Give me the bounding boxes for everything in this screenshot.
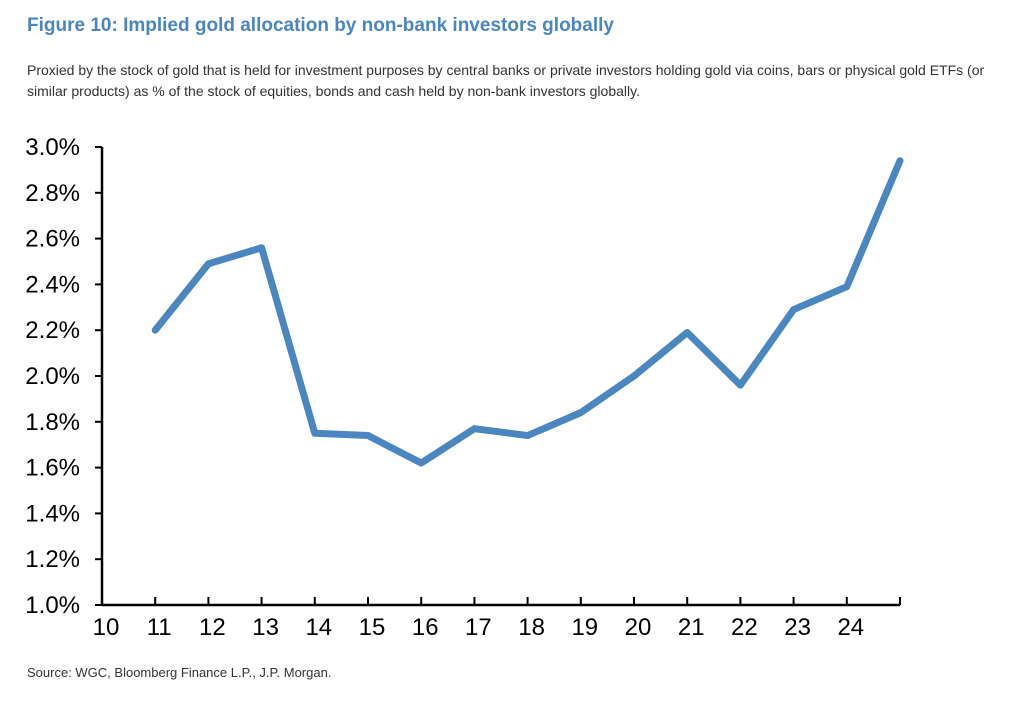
x-tick-label: 16 bbox=[412, 614, 439, 641]
y-tick-label: 1.2% bbox=[25, 546, 80, 573]
x-tick-label: 23 bbox=[784, 614, 811, 641]
x-tick-label: 22 bbox=[731, 614, 758, 641]
y-tick-label: 1.8% bbox=[25, 409, 80, 436]
y-tick-label: 1.4% bbox=[25, 500, 80, 527]
source-note: Source: WGC, Bloomberg Finance L.P., J.P… bbox=[27, 665, 332, 680]
y-tick-label: 2.2% bbox=[25, 317, 80, 344]
x-tick-label: 10 bbox=[93, 614, 120, 641]
y-tick-label: 2.0% bbox=[25, 363, 80, 390]
y-tick-label: 2.4% bbox=[25, 271, 80, 298]
figure-subtitle: Proxied by the stock of gold that is hel… bbox=[27, 62, 985, 99]
y-tick-label: 1.0% bbox=[25, 592, 80, 619]
figure-title: Figure 10: Implied gold allocation by no… bbox=[27, 15, 614, 36]
x-tick-label: 20 bbox=[625, 614, 652, 641]
x-tick-label: 12 bbox=[199, 614, 226, 641]
x-tick-label: 15 bbox=[359, 614, 386, 641]
y-tick-label: 2.8% bbox=[25, 180, 80, 207]
x-tick-label: 17 bbox=[465, 614, 492, 641]
x-tick-label: 14 bbox=[305, 614, 332, 641]
y-tick-label: 3.0% bbox=[25, 134, 80, 161]
series-line bbox=[151, 157, 904, 467]
x-tick-label: 11 bbox=[147, 614, 172, 641]
x-tick-label: 18 bbox=[518, 614, 545, 641]
x-tick-label: 19 bbox=[571, 614, 598, 641]
y-tick-label: 2.6% bbox=[25, 226, 80, 253]
x-tick-label: 24 bbox=[837, 614, 864, 641]
x-tick-label: 21 bbox=[678, 614, 705, 641]
x-tick-label: 13 bbox=[252, 614, 279, 641]
y-tick-label: 1.6% bbox=[25, 455, 80, 482]
